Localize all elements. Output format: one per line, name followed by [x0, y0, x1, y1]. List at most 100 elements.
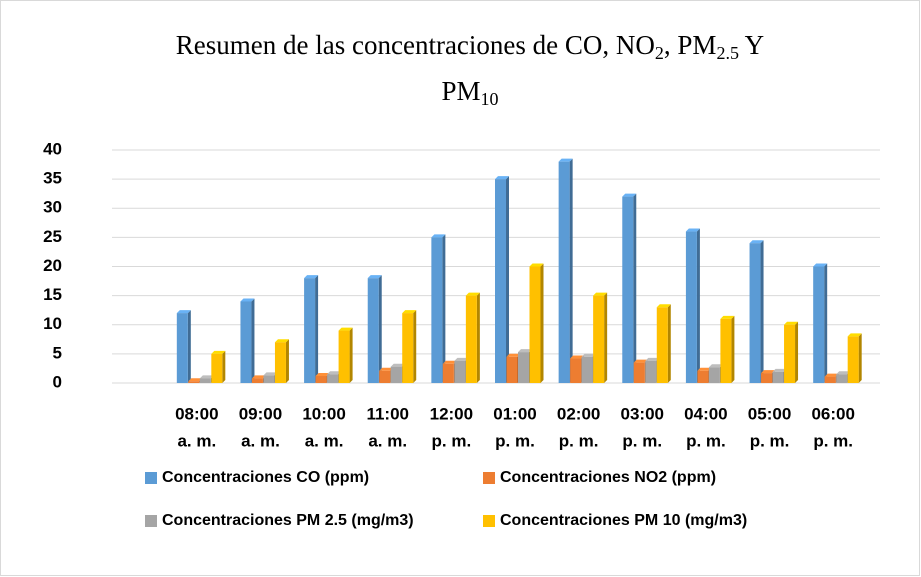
- bar: [720, 318, 732, 383]
- bar-side: [476, 292, 480, 383]
- bar-side: [731, 315, 735, 383]
- legend-label: Concentraciones NO2 (ppm): [500, 469, 716, 486]
- legend-label: Concentraciones PM 2.5 (mg/m3): [162, 512, 414, 529]
- bar: [506, 356, 518, 383]
- bar-top: [304, 275, 319, 279]
- bar-top: [379, 367, 394, 371]
- x-tick-label: p. m.: [432, 431, 472, 450]
- bar-top: [836, 371, 851, 375]
- title-subscript: 2: [655, 43, 664, 63]
- bar-top: [633, 359, 648, 363]
- bar: [685, 231, 697, 383]
- bar-top: [720, 315, 735, 319]
- bar: [784, 324, 796, 383]
- bar-top: [454, 357, 469, 361]
- bar: [176, 313, 188, 383]
- bar-top: [761, 370, 776, 374]
- bar: [836, 374, 848, 383]
- title-subscript: 10: [481, 89, 499, 109]
- bar: [581, 356, 593, 383]
- bar: [274, 342, 286, 383]
- bar-top: [465, 292, 480, 296]
- bar: [251, 378, 263, 383]
- bar-side: [858, 333, 862, 383]
- bar: [697, 370, 709, 383]
- bar-top: [327, 371, 342, 375]
- legend-swatch: [145, 472, 157, 484]
- bar-top: [274, 339, 289, 343]
- x-tick-label: a. m.: [368, 431, 407, 450]
- bar-top: [402, 310, 417, 314]
- x-tick-label: p. m.: [622, 431, 662, 450]
- bar: [240, 301, 252, 383]
- legend-label: Concentraciones CO (ppm): [162, 469, 369, 486]
- bar-top: [431, 234, 446, 238]
- bar: [338, 330, 350, 383]
- bar: [813, 266, 825, 383]
- title-text: PM: [441, 76, 480, 106]
- bar: [465, 295, 477, 383]
- bar: [622, 196, 634, 383]
- bar: [518, 352, 529, 383]
- bar-side: [285, 339, 289, 383]
- x-tick-label: 02:00: [557, 404, 600, 423]
- x-tick-label: a. m.: [177, 431, 216, 450]
- x-tick-label: 09:00: [239, 404, 282, 423]
- title-text: Y: [739, 30, 764, 60]
- bar: [304, 278, 316, 383]
- y-tick-label: 15: [43, 285, 62, 304]
- bar-top: [442, 360, 457, 364]
- bar: [327, 374, 339, 383]
- bar-side: [633, 193, 637, 383]
- bar: [529, 266, 541, 383]
- bar-side: [540, 263, 544, 383]
- chart-title: Resumen de las concentraciones de CO, NO…: [176, 30, 764, 63]
- bar-top: [315, 373, 330, 377]
- bar-side: [760, 240, 764, 383]
- x-tick-label: p. m.: [750, 431, 790, 450]
- bar: [315, 376, 327, 383]
- x-tick-label: 06:00: [811, 404, 854, 423]
- bar-top: [847, 333, 862, 337]
- bar-top: [518, 349, 532, 353]
- bar-side: [349, 327, 353, 383]
- bar-top: [495, 176, 509, 180]
- bar: [431, 237, 443, 383]
- x-tick-label: a. m.: [305, 431, 344, 450]
- bar-top: [211, 350, 226, 354]
- bar: [379, 370, 391, 383]
- x-tick-label: 12:00: [430, 404, 473, 423]
- legend-swatch: [145, 515, 157, 527]
- bar-side: [604, 292, 608, 383]
- y-tick-label: 5: [53, 343, 62, 362]
- bar-top: [697, 367, 712, 371]
- bar: [847, 336, 859, 383]
- bar: [199, 378, 211, 383]
- bar-top: [199, 375, 214, 379]
- y-tick-label: 20: [43, 256, 62, 275]
- bar: [367, 278, 379, 383]
- bar-top: [656, 304, 671, 308]
- bar: [263, 375, 275, 383]
- bar-top: [390, 363, 405, 367]
- bar-top: [188, 378, 203, 382]
- bar-top: [176, 310, 191, 314]
- bar-top: [240, 298, 255, 302]
- x-tick-label: p. m.: [495, 431, 535, 450]
- bar-top: [338, 327, 353, 331]
- legend-swatch: [483, 515, 495, 527]
- legend-swatch: [483, 472, 495, 484]
- bar: [772, 371, 784, 383]
- bar-top: [685, 228, 700, 232]
- title-subscript: 2.5: [716, 43, 739, 63]
- x-tick-label: p. m.: [813, 431, 853, 450]
- bar-top: [622, 193, 637, 197]
- bar-top: [772, 368, 787, 372]
- x-tick-label: 01:00: [493, 404, 536, 423]
- bar-side: [506, 176, 509, 383]
- legend-label: Concentraciones PM 10 (mg/m3): [500, 512, 747, 529]
- y-tick-label: 35: [43, 169, 62, 188]
- bar: [402, 313, 414, 383]
- bar: [570, 358, 582, 383]
- bar-top: [813, 263, 828, 267]
